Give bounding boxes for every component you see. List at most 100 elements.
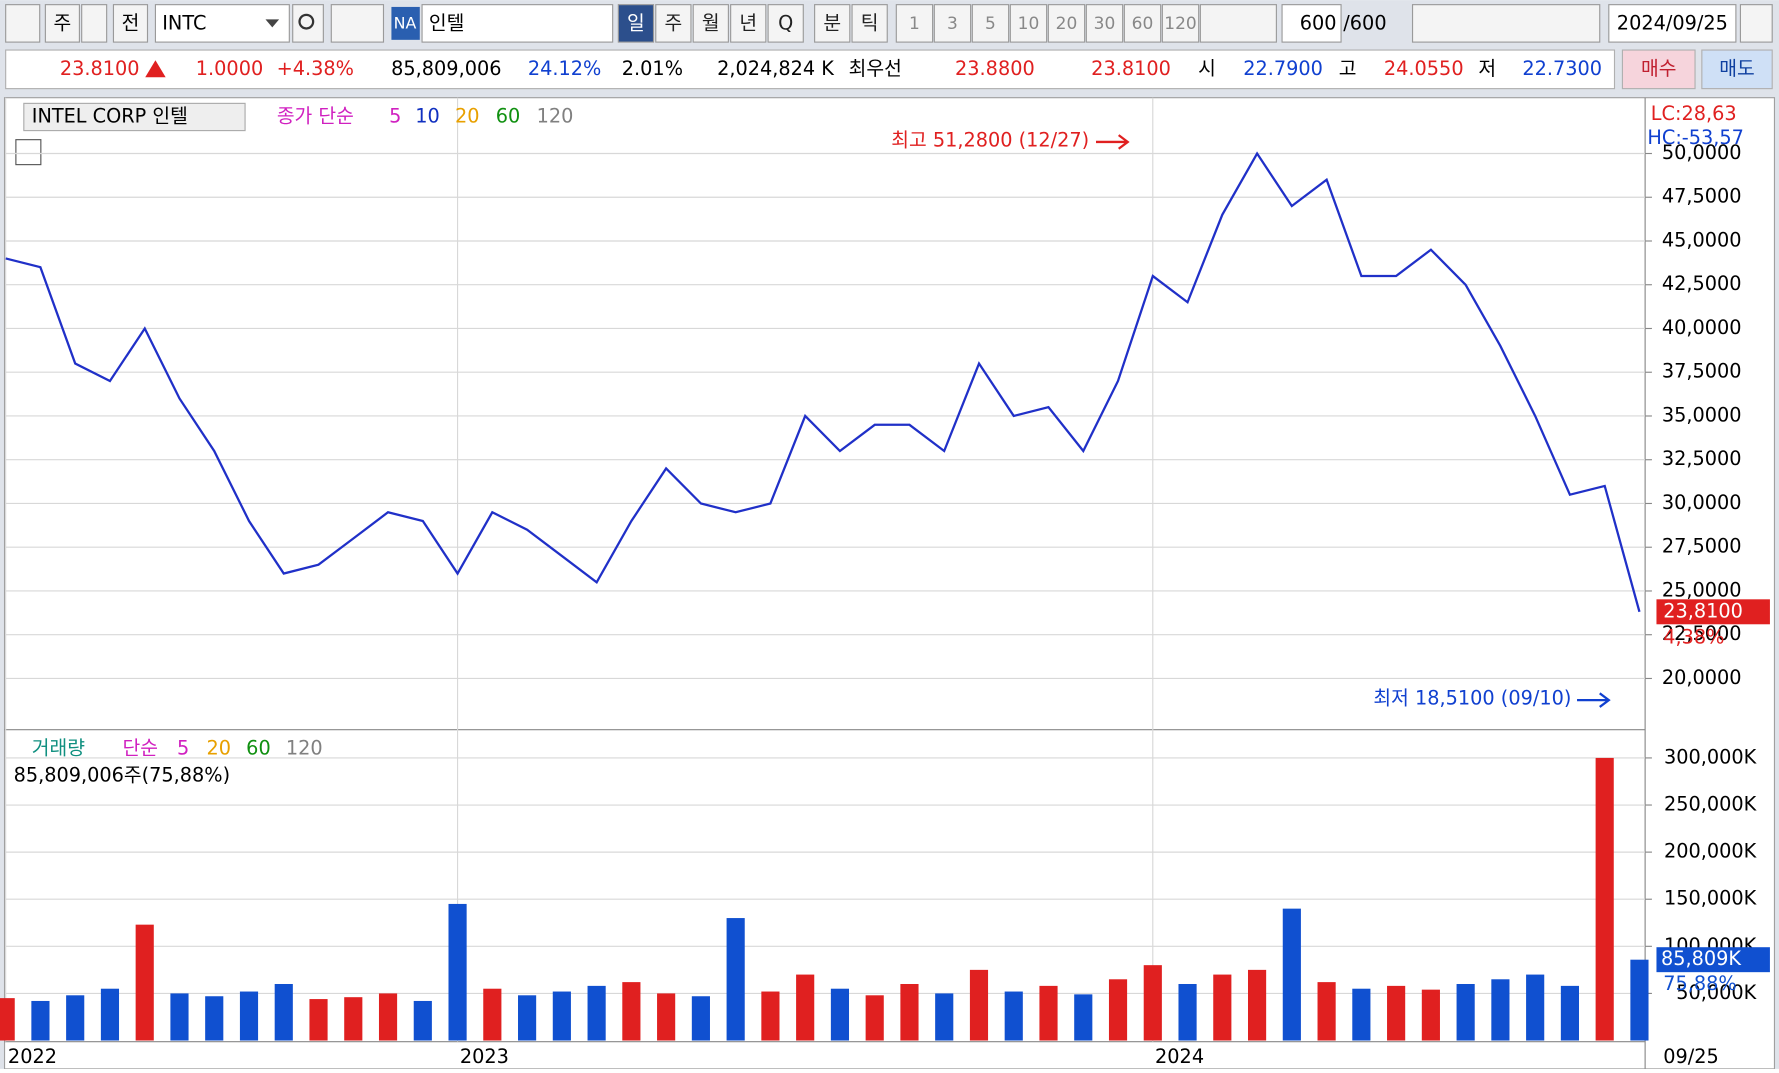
volume-bar [1213,974,1232,1041]
volume-bar [657,993,676,1041]
y-tick-label: 150,000K [1664,887,1758,910]
volume-bar [1074,994,1093,1041]
interval-button[interactable] [1123,4,1162,43]
count-input[interactable] [1281,4,1342,43]
period-button[interactable] [655,4,692,43]
bid: 23.8100 [1091,57,1171,80]
change: 1.0000 [196,57,263,80]
y-tick-label: 250,000K [1664,793,1758,816]
interval: 120 [1164,14,1196,34]
y-tick-label: 50,0000 [1662,141,1742,164]
code: INTC [162,11,206,34]
y-tick-label: 32,5000 [1662,447,1742,470]
y-tick-label: 42,5000 [1662,272,1742,295]
ask: 23.8800 [955,57,1035,80]
volume-bar [830,988,850,1041]
y-tick-label: 22,5000 [1662,622,1742,645]
volume-bar [622,982,641,1041]
dropdown[interactable] [81,4,108,43]
volume-bar [1491,979,1510,1041]
price-legend-label: 종가 단순 [277,104,354,127]
open: 22.7900 [1243,57,1323,80]
volume-bar [135,924,154,1041]
interval-button[interactable] [1085,4,1124,43]
interval-button[interactable] [1047,4,1086,43]
volume-bar [1178,983,1197,1041]
period-button[interactable] [692,4,729,43]
y-tick-label: 30,0000 [1662,491,1742,514]
layout-icon[interactable] [5,4,41,43]
y-tick-label: 20,0000 [1662,666,1742,689]
y-tick-label: 200,000K [1664,840,1758,863]
date-input[interactable] [1608,4,1737,43]
period-button[interactable] [730,4,767,43]
period-button[interactable] [767,4,804,43]
volume-bar [1004,991,1023,1041]
market-button[interactable] [44,4,80,43]
best-label: 최우선 [849,57,902,80]
interval-button[interactable] [1009,4,1048,43]
period-button[interactable] [814,4,851,43]
tool-icons[interactable] [1411,4,1601,43]
high: 24.0550 [1384,57,1464,80]
search-icon [298,13,315,30]
volume-bar [726,918,745,1041]
volume-bar [796,974,815,1041]
volume: 85,809,006 [391,57,501,80]
volume-bar [274,983,293,1041]
period-button[interactable] [851,4,888,43]
volume-bar [1421,989,1440,1041]
date: 2024/09/25 [1617,11,1728,34]
y-tick-label: 47,5000 [1662,185,1742,208]
last-change: 4,38% [1663,625,1724,648]
volume-bar [413,1000,432,1041]
volume-bar [1352,988,1371,1041]
buy-button[interactable] [1621,49,1696,90]
price-line [5,151,1641,613]
ma-legend: 5 [389,104,401,127]
x-tick-label: 2024 [1155,1045,1204,1068]
high-arrow [1095,134,1130,150]
volume-title: 거래량 [32,736,85,759]
period-button[interactable] [617,4,655,43]
volume-bar [761,991,780,1041]
ma-legend: 10 [415,104,440,127]
stock-name: 인텔 [429,11,464,34]
change-pct: +4.38% [277,57,354,80]
volume-bar [518,995,537,1041]
code-input[interactable] [154,4,290,43]
interval-button[interactable] [971,4,1010,43]
interval-button[interactable] [1161,4,1200,43]
period: 주 [664,11,682,34]
volume-bar [205,996,224,1041]
volume-bar [691,996,710,1041]
y-tick-label: 37,5000 [1662,360,1742,383]
y-tick-label: 40,0000 [1662,316,1742,339]
y-tick-label: 27,5000 [1662,535,1742,558]
count: 600 [1300,11,1337,34]
na: NA [394,13,417,32]
volume-bar [31,1000,50,1041]
interval-button[interactable] [933,4,972,43]
interval-button[interactable] [895,4,934,43]
y-tick-label: 300,000K [1664,745,1758,768]
grid-icon[interactable] [15,139,42,166]
vol-ratio: 24.12% [528,57,601,80]
search-button[interactable] [292,4,324,43]
volume-bar [1108,979,1128,1041]
dropdown-arrow [265,19,280,28]
na-badge [391,6,420,40]
sound-button[interactable] [330,4,385,43]
ma-legend: 5 [177,736,189,759]
blank-select[interactable] [1199,4,1277,43]
open-label: 시 [1198,57,1216,80]
lc-label: LC:28,63 [1651,102,1737,125]
low-label: 저 [1478,57,1496,80]
calendar-button[interactable] [1739,4,1773,43]
volume-bar [100,988,120,1041]
interval: 20 [1056,14,1078,34]
all-button[interactable] [112,4,149,43]
last-volume-box [1656,947,1770,973]
sell-button[interactable] [1701,49,1773,90]
